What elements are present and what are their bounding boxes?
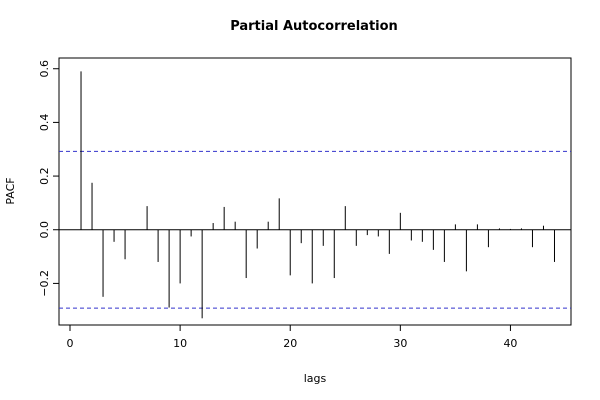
x-axis-title: lags: [304, 372, 327, 385]
y-tick-label: 0.0: [38, 221, 51, 239]
x-axis: 0 10 20 30 40: [67, 324, 517, 350]
chart-title: Partial Autocorrelation: [230, 19, 398, 34]
x-tick-label: 30: [393, 337, 407, 350]
y-axis: −0.2 0.0 0.2 0.4 0.6: [38, 60, 60, 297]
pacf-bars: [80, 71, 555, 319]
x-tick-label: 10: [173, 337, 187, 350]
plot-frame: [58, 57, 572, 326]
y-axis-title: PACF: [4, 177, 17, 204]
y-tick-label: −0.2: [38, 270, 51, 297]
y-tick-label: 0.6: [38, 60, 51, 78]
y-tick-label: 0.4: [38, 114, 51, 132]
y-tick-label: 0.2: [38, 167, 51, 185]
x-tick-label: 20: [283, 337, 297, 350]
x-tick-label: 40: [503, 337, 517, 350]
x-tick-label: 0: [67, 337, 74, 350]
